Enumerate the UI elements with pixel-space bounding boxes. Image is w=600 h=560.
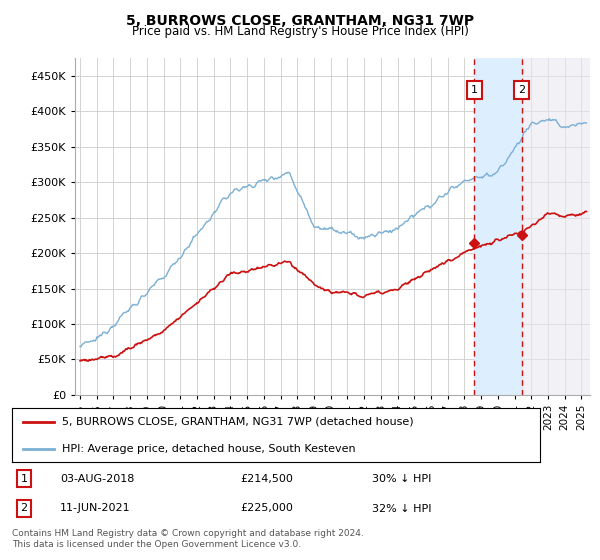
Text: 11-JUN-2021: 11-JUN-2021 — [60, 503, 131, 514]
Text: Price paid vs. HM Land Registry's House Price Index (HPI): Price paid vs. HM Land Registry's House … — [131, 25, 469, 38]
Text: 5, BURROWS CLOSE, GRANTHAM, NG31 7WP: 5, BURROWS CLOSE, GRANTHAM, NG31 7WP — [126, 14, 474, 28]
Text: £214,500: £214,500 — [240, 474, 293, 484]
Text: 30% ↓ HPI: 30% ↓ HPI — [372, 474, 431, 484]
Text: 2: 2 — [518, 85, 526, 95]
Text: 03-AUG-2018: 03-AUG-2018 — [60, 474, 134, 484]
Text: 2: 2 — [20, 503, 28, 514]
Text: £225,000: £225,000 — [240, 503, 293, 514]
Text: Contains HM Land Registry data © Crown copyright and database right 2024.
This d: Contains HM Land Registry data © Crown c… — [12, 529, 364, 549]
Text: 32% ↓ HPI: 32% ↓ HPI — [372, 503, 431, 514]
Bar — [522, 58, 600, 395]
Text: 5, BURROWS CLOSE, GRANTHAM, NG31 7WP (detached house): 5, BURROWS CLOSE, GRANTHAM, NG31 7WP (de… — [62, 417, 414, 427]
Text: 1: 1 — [20, 474, 28, 484]
Text: HPI: Average price, detached house, South Kesteven: HPI: Average price, detached house, Sout… — [62, 444, 356, 454]
Text: 1: 1 — [470, 85, 478, 95]
Bar — [474, 58, 522, 395]
